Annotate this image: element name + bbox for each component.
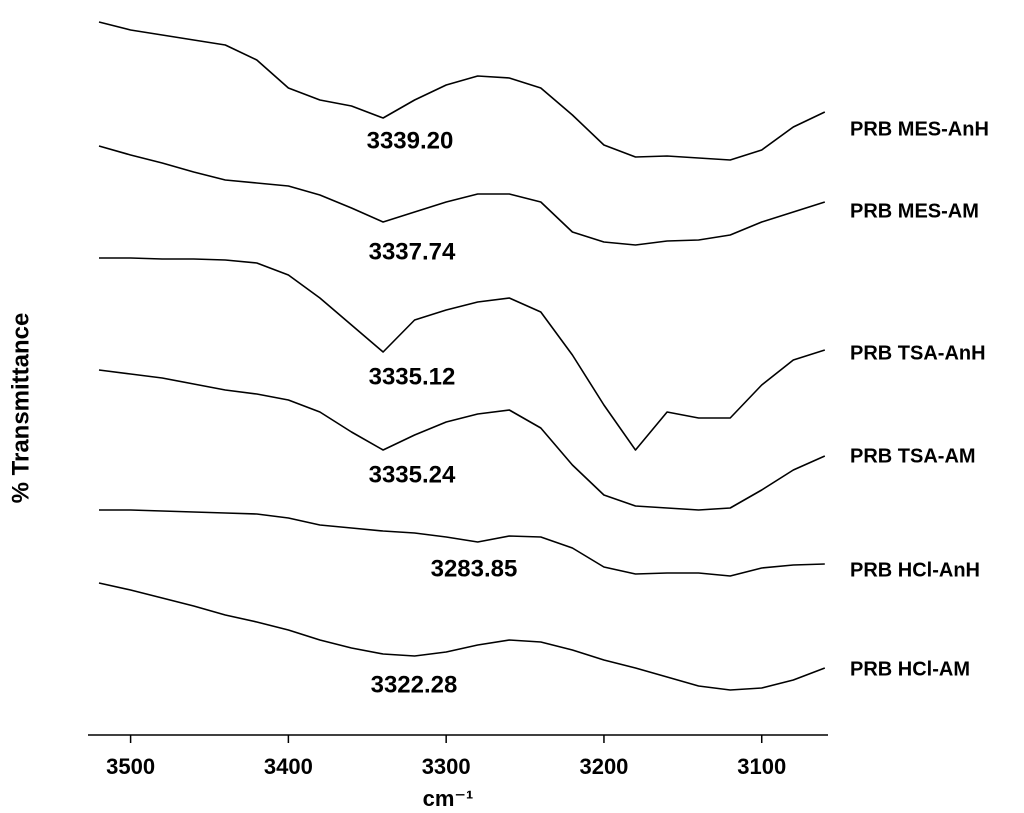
x-tick-label: 3400 (264, 754, 313, 779)
peak-annotation: 3335.24 (369, 461, 456, 488)
x-tick-label: 3300 (422, 754, 471, 779)
y-axis-label: % Transmittance (7, 313, 34, 504)
legend-label: PRB TSA-AnH (850, 342, 986, 364)
legend-label: PRB MES-AM (850, 200, 979, 222)
peak-annotation: 3337.74 (369, 238, 456, 265)
peak-annotation: 3339.20 (367, 127, 454, 154)
spectrum-line (98, 145, 826, 246)
spectrum-line (99, 509, 825, 577)
spectrum-line (98, 369, 826, 511)
legend-label: PRB HCl-AnH (850, 559, 980, 581)
legend-label: PRB MES-AnH (850, 118, 989, 140)
x-tick-label: 3500 (106, 754, 155, 779)
peak-annotation: 3322.28 (371, 671, 458, 698)
x-tick-label: 3100 (737, 754, 786, 779)
legend-label: PRB HCl-AM (850, 658, 970, 680)
peak-annotation: 3283.85 (431, 555, 518, 582)
peak-annotation: 3335.12 (369, 363, 456, 390)
spectrum-line (98, 582, 826, 691)
x-tick-label: 3200 (579, 754, 628, 779)
legend-label: PRB TSA-AM (850, 445, 976, 467)
spectrum-line (98, 21, 826, 161)
x-axis-label: cm⁻¹ (423, 786, 474, 811)
spectrum-line (99, 257, 826, 451)
